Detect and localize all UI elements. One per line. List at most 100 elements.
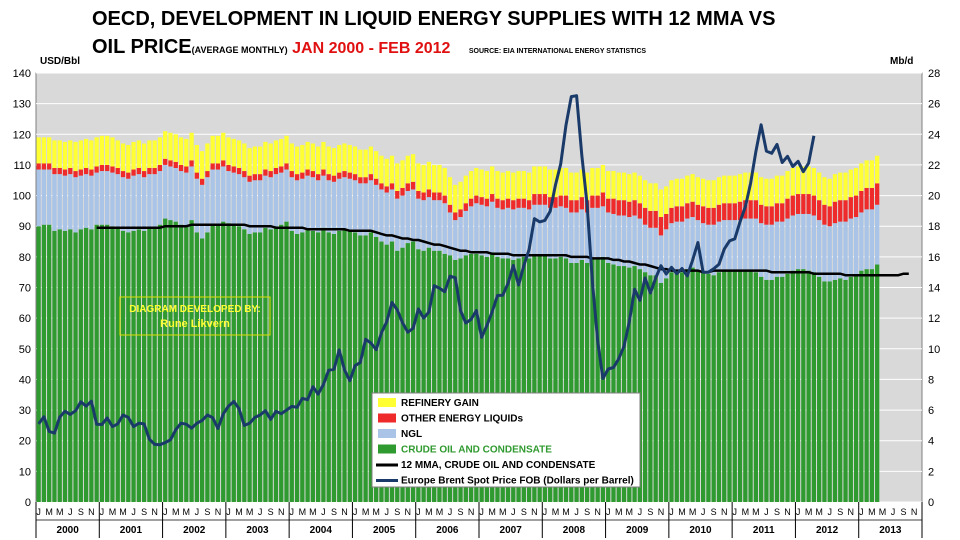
ngl-bar	[68, 174, 73, 230]
annotation-line-1: DIAGRAM DEVELOPED BY:	[129, 304, 261, 315]
other-bar	[126, 172, 131, 179]
refinery-bar	[152, 140, 157, 168]
ngl-bar	[352, 180, 358, 233]
ngl-bar	[785, 218, 790, 274]
refinery-bar	[432, 164, 437, 193]
crude-bar	[395, 250, 400, 502]
month-tick-label: N	[215, 507, 222, 517]
other-bar	[822, 204, 827, 225]
refinery-bar	[194, 145, 199, 173]
other-bar	[526, 200, 532, 210]
refinery-bar	[258, 146, 263, 175]
other-bar	[173, 161, 178, 168]
refinery-bar	[737, 174, 743, 202]
ngl-bar	[806, 213, 811, 271]
other-bar	[194, 172, 199, 179]
refinery-bar	[395, 163, 400, 191]
other-bar	[310, 171, 316, 178]
month-tick-label: S	[521, 507, 527, 517]
other-bar	[263, 169, 268, 176]
ngl-bar	[131, 175, 136, 231]
refinery-bar	[648, 183, 653, 211]
refinery-bar	[558, 167, 563, 196]
crude-bar	[563, 258, 569, 502]
refinery-bar	[658, 189, 664, 218]
ngl-bar	[737, 220, 743, 271]
refinery-bar	[99, 135, 105, 165]
ngl-bar	[279, 172, 284, 225]
refinery-bar	[479, 169, 484, 198]
other-bar	[785, 198, 790, 219]
refinery-bar	[358, 149, 363, 178]
month-tick-label: J	[258, 507, 263, 517]
refinery-legend-label: REFINERY GAIN	[401, 398, 479, 409]
refinery-bar	[389, 155, 395, 184]
crude-bar	[748, 270, 753, 502]
other-bar	[347, 172, 352, 179]
refinery-bar	[105, 135, 110, 165]
crude-bar	[273, 226, 279, 502]
crude-bar	[817, 276, 822, 502]
crude-bar	[701, 272, 706, 502]
month-tick-label: M	[436, 507, 444, 517]
refinery-bar	[853, 167, 859, 196]
refinery-bar	[252, 146, 257, 175]
ngl-bar	[242, 177, 247, 230]
year-label: 2002	[183, 525, 206, 536]
left-tick-label: 130	[13, 99, 31, 111]
crude-bar	[141, 230, 147, 502]
crude-bar	[790, 270, 795, 502]
crude-bar	[474, 253, 479, 502]
refinery-bar	[548, 169, 553, 198]
year-label: 2013	[879, 525, 902, 536]
crude-bar	[484, 256, 490, 502]
refinery-bar	[263, 141, 268, 170]
year-label: 2000	[57, 525, 80, 536]
other-bar	[463, 203, 468, 211]
ngl-bar	[511, 209, 516, 260]
other-bar	[795, 194, 801, 214]
crude-bar	[806, 270, 811, 502]
crude-bar	[621, 266, 627, 502]
crude-bar	[147, 227, 152, 502]
ngl-bar	[221, 166, 226, 222]
year-label: 2004	[310, 525, 333, 536]
refinery-bar	[141, 143, 147, 172]
refinery-bar	[600, 164, 606, 193]
refinery-bar	[316, 146, 321, 175]
crude-bar	[848, 276, 853, 502]
ngl-bar	[505, 207, 511, 259]
refinery-bar	[147, 140, 152, 168]
month-tick-label: J	[511, 507, 516, 517]
other-bar	[753, 200, 759, 219]
other-bar	[316, 174, 321, 181]
other-bar	[542, 194, 548, 205]
refinery-bar	[590, 167, 595, 196]
year-label: 2003	[246, 525, 269, 536]
ngl-bar	[827, 226, 832, 282]
month-tick-label: S	[711, 507, 717, 517]
ngl-bar	[231, 172, 236, 225]
crude-bar	[94, 224, 99, 503]
other-bar	[716, 204, 722, 222]
other-bar	[94, 166, 99, 173]
refinery-bar	[817, 172, 822, 201]
ngl-bar	[722, 220, 727, 271]
other-bar	[458, 209, 463, 218]
crude-bar	[774, 276, 780, 502]
crude-bar	[62, 230, 68, 502]
month-tick-label: M	[879, 507, 887, 517]
refinery-bar	[516, 171, 521, 199]
month-tick-label: S	[837, 507, 843, 517]
refinery-bar	[474, 167, 479, 196]
refinery-bar	[526, 172, 532, 201]
ngl-bar	[632, 215, 637, 267]
other-bar	[73, 171, 78, 178]
crude-bar	[669, 272, 674, 502]
month-tick-label: J	[479, 507, 484, 517]
crude-bar	[379, 241, 384, 503]
refinery-bar	[616, 172, 621, 201]
other-bar	[374, 178, 379, 185]
month-tick-label: M	[562, 507, 570, 517]
annotation-line-2: Rune Likvern	[160, 318, 230, 330]
